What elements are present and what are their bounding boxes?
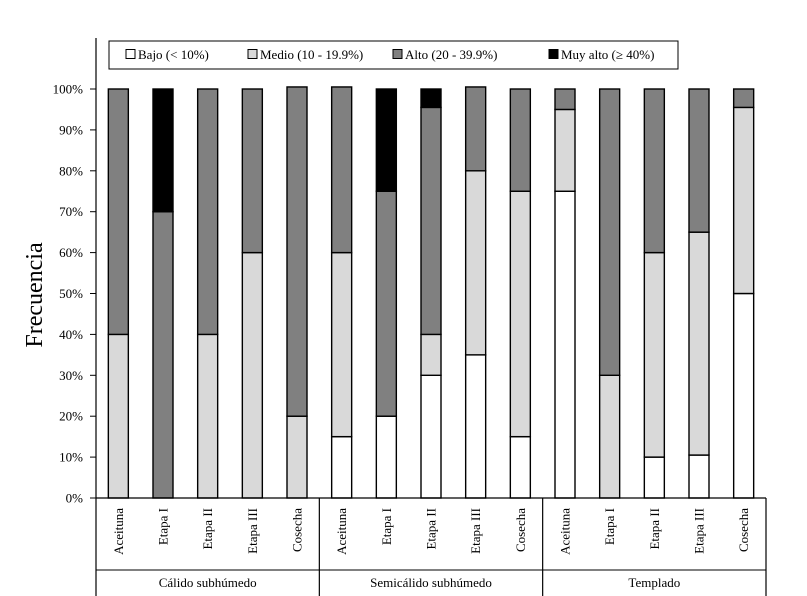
y-tick-label: 10% [59,450,83,465]
bar-segment [598,374,621,499]
bar-segment [464,170,487,356]
bar-segment [241,251,264,499]
x-tick-label: Cosecha [513,508,528,552]
legend-entry: Bajo (< 10%) [138,47,209,62]
bar-segment [643,251,666,458]
x-tick-label: Etapa III [245,508,260,554]
legend-entry: Alto (20 - 39.9%) [405,47,497,62]
bar-segment [598,88,621,376]
bar-segment [375,415,398,499]
bar-segment [375,88,398,192]
bar-segment [286,415,308,499]
bar-segment [509,88,532,192]
x-tick-label: Etapa I [602,508,617,545]
y-tick-label: 100% [53,82,84,97]
bar-segment [196,333,219,499]
legend-swatch [247,49,258,59]
group-label: Semicálido subhúmedo [370,575,492,590]
bar-segment [643,88,666,254]
x-tick-label: Etapa II [200,508,215,550]
y-tick-label: 50% [59,286,83,301]
y-tick-label: 20% [59,409,83,424]
x-tick-label: Etapa II [424,508,439,550]
x-axis: Aceituna Etapa I Etapa II Etapa III Cosecha A… [96,497,767,596]
x-tick-label: Etapa II [647,508,662,550]
bar-segment [509,435,532,499]
legend: Bajo (< 10%) Medio (10 - 19.9%) Alto (20 -… [108,40,679,70]
bar-segment [554,108,576,192]
bar-segment [732,106,755,295]
bar-segment [509,190,532,438]
x-tick-label: Etapa I [379,508,394,545]
x-tick-label: Etapa III [468,508,483,554]
bar-segment [554,88,576,111]
legend-swatch [125,49,136,59]
bar-segment [152,210,174,499]
bar-segment [241,88,264,254]
x-tick-label: Cosecha [290,508,305,552]
bar-segment [732,88,755,109]
bar-segment [152,88,174,213]
bar-segment [420,88,442,109]
legend-entry: Medio (10 - 19.9%) [260,47,363,62]
legend-swatch [548,49,559,59]
bar-segment [688,454,710,499]
x-tick-label: Cosecha [736,508,751,552]
x-tick-label: Aceituna [111,508,126,555]
y-tick-label: 30% [59,368,83,383]
bar-segment [643,456,666,499]
y-tick-label: 60% [59,245,83,260]
bar-segment [330,86,353,254]
y-tick-label: 70% [59,204,83,219]
bar-segment [107,88,130,336]
y-tick-label: 80% [59,163,83,178]
legend-swatch [392,49,403,59]
y-tick-label: 90% [59,122,83,137]
bar-segment [554,190,576,499]
group-label: Templado [628,575,680,590]
bar-segment [420,106,442,336]
bars [107,86,755,499]
x-tick-label: Etapa III [692,508,707,554]
y-axis-label: Frecuencia [22,242,48,348]
bar-segment [286,86,308,417]
bar-segment [107,333,130,499]
bar-segment [420,333,442,376]
y-axis: 0% 10% 20% 30% 40% 50% 60% 70% 80% 90% 100% [53,38,97,596]
bar-segment [688,231,710,456]
bar-segment [330,251,353,438]
bar-segment [464,354,487,499]
group-label: Cálido subhúmedo [159,575,257,590]
bar-segment [732,292,755,499]
bar-segment [330,435,353,499]
x-tick-label: Aceituna [334,508,349,555]
bar-segment [375,190,398,417]
bar-segment [688,88,710,233]
x-tick-label: Etapa I [156,508,171,545]
y-tick-label: 0% [66,491,84,506]
x-tick-label: Aceituna [558,508,573,555]
y-tick-label: 40% [59,327,83,342]
legend-entry: Muy alto (≥ 40%) [561,47,654,62]
bar-segment [196,88,219,336]
bar-segment [464,86,487,172]
bar-segment [420,374,442,499]
